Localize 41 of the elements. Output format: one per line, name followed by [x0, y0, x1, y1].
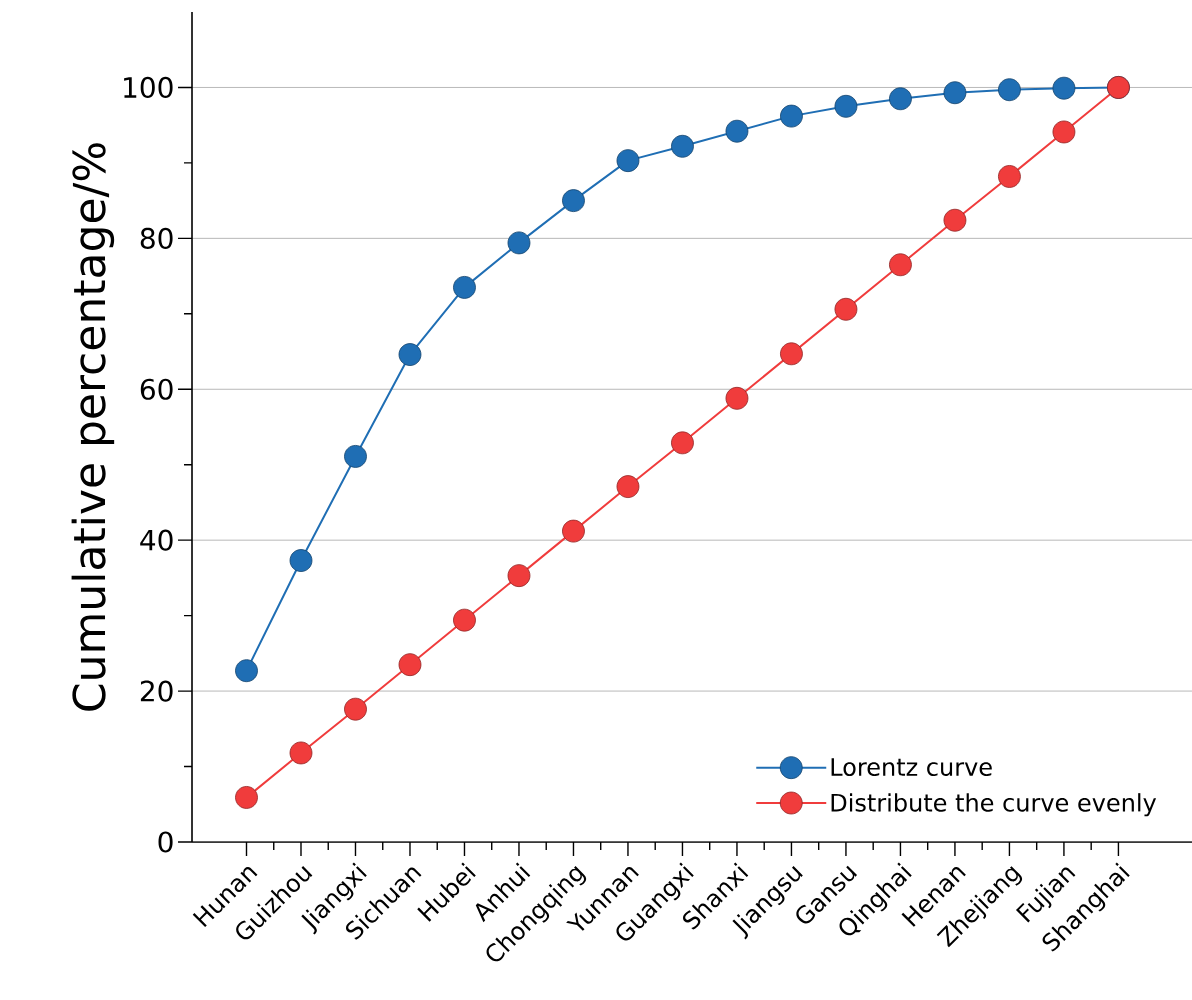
point — [671, 134, 694, 158]
y-tick-label: 80 — [140, 227, 173, 249]
point — [834, 297, 858, 321]
point — [453, 276, 476, 299]
point — [1052, 76, 1076, 100]
point — [507, 564, 531, 588]
point — [562, 189, 585, 213]
legend-label: Distribute the curve evenly — [831, 793, 1157, 817]
point — [398, 653, 422, 677]
point — [507, 231, 531, 255]
y-tick-label: 20 — [140, 680, 173, 702]
point — [235, 659, 258, 683]
point — [398, 343, 422, 366]
point — [562, 519, 585, 543]
point — [943, 208, 967, 232]
point — [889, 87, 912, 111]
point — [780, 342, 803, 366]
point — [780, 104, 803, 128]
point — [453, 608, 476, 632]
point — [235, 786, 258, 809]
point — [725, 119, 749, 143]
point — [289, 741, 313, 765]
point — [344, 445, 367, 468]
y-axis-title: Cumulative percentage/% — [71, 143, 115, 711]
legend-label: Lorentz curve — [831, 758, 992, 776]
point — [998, 165, 1021, 188]
y-tick-label: 100 — [124, 76, 173, 99]
point — [943, 81, 967, 105]
point — [344, 697, 367, 721]
point — [289, 549, 313, 572]
point — [671, 431, 694, 455]
y-tick-label: 0 — [158, 831, 173, 853]
y-tick-label: 60 — [140, 378, 173, 400]
point — [834, 94, 858, 118]
point — [616, 149, 640, 173]
point — [725, 386, 749, 410]
y-tick-label: 40 — [140, 529, 173, 551]
point — [616, 475, 640, 498]
point — [1052, 120, 1076, 144]
point — [889, 253, 912, 277]
point — [998, 78, 1021, 102]
